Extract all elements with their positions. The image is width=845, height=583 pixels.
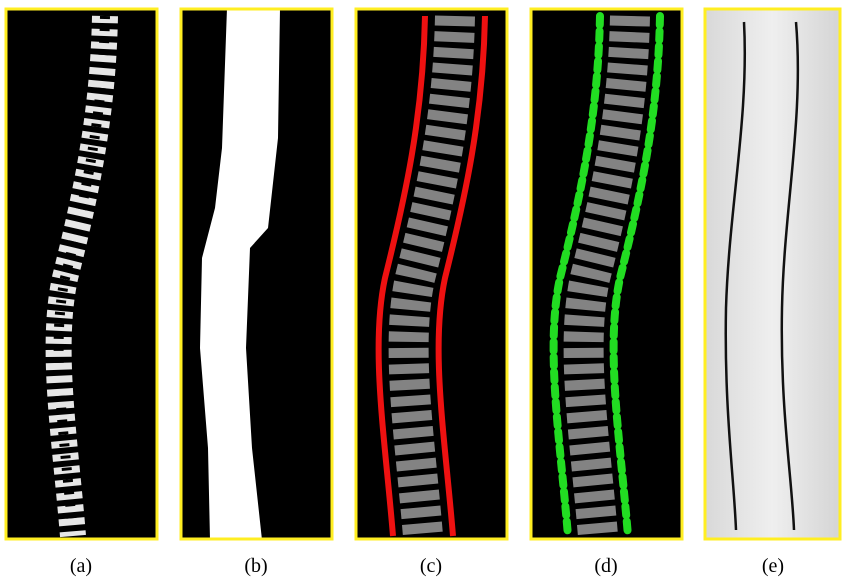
- panel-c: [354, 8, 509, 540]
- caption: (e): [762, 555, 784, 577]
- caption: (c): [420, 555, 442, 577]
- panel-a: [4, 8, 159, 540]
- caption: (b): [244, 555, 267, 577]
- caption: (a): [70, 555, 92, 577]
- caption: (d): [594, 555, 617, 577]
- panel-b: [179, 7, 334, 541]
- panel-e: [703, 7, 842, 541]
- panel-d: [529, 8, 684, 540]
